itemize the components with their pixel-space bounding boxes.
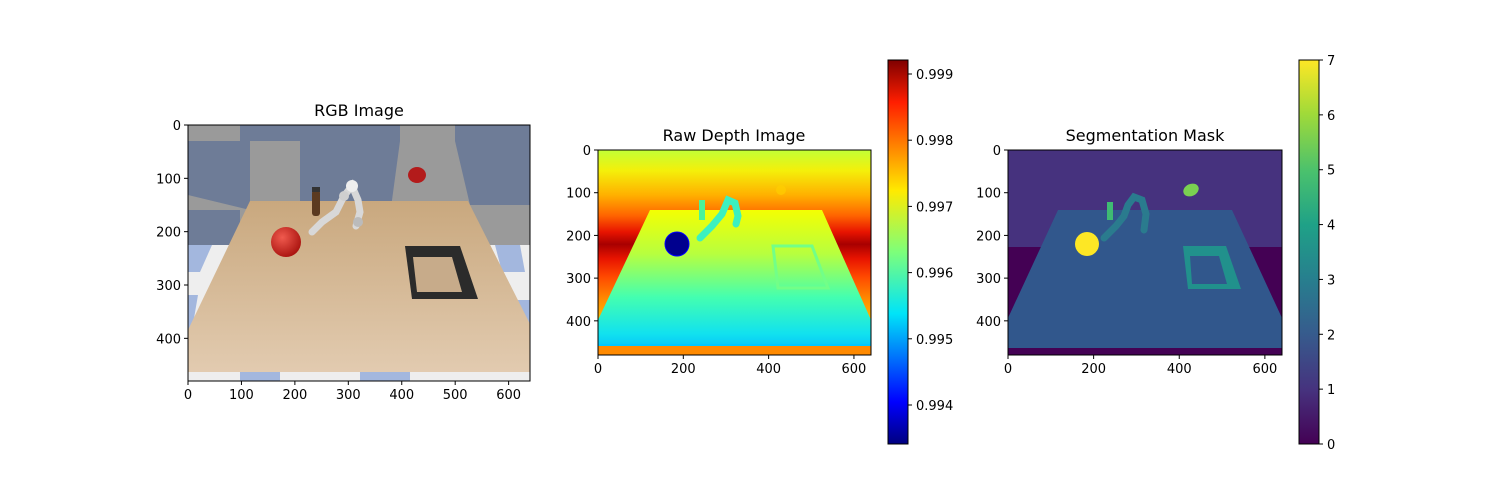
rgb-y-tick-label: 300	[156, 279, 181, 294]
depth-image	[598, 150, 871, 355]
rgb-axes-frame	[187, 124, 531, 382]
depth-colorbar	[887, 59, 909, 445]
segmentation-y-tick-label: 200	[976, 229, 1001, 244]
rgb-y-ticks: 0 100 200 300 400	[156, 119, 188, 347]
depth-colorbar-tick-label: 0.996	[916, 267, 953, 282]
segmentation-title: Segmentation Mask	[1066, 126, 1225, 145]
depth-x-tick-label: 0	[594, 362, 602, 377]
rgb-x-tick-label: 100	[229, 388, 254, 403]
depth-axes-frame	[597, 149, 872, 356]
segmentation-x-tick-label: 200	[1081, 362, 1106, 377]
depth-x-tick-label: 200	[671, 362, 696, 377]
segmentation-colorbar-tick-label: 4	[1327, 219, 1335, 234]
rgb-x-ticks: 0 100 200 300 400 500 600	[184, 381, 521, 403]
segmentation-y-tick-label: 300	[976, 272, 1001, 287]
rgb-y-tick-label: 100	[156, 172, 181, 187]
depth-x-tick-label: 600	[842, 362, 867, 377]
rgb-y-tick-label: 0	[173, 119, 181, 134]
segmentation-panel: Segmentation Mask 0 200 400 600 0 100 200 300 4…	[976, 54, 1335, 453]
segmentation-x-tick-label: 400	[1167, 362, 1192, 377]
segmentation-colorbar-tick-label: 7	[1327, 54, 1335, 69]
depth-colorbar-tick-label: 0.999	[916, 68, 953, 83]
depth-colorbar-ticks: 0.999 0.998 0.997 0.996 0.995 0.994	[908, 68, 953, 414]
segmentation-colorbar-tick-label: 0	[1327, 438, 1335, 453]
segmentation-colorbar-tick-label: 6	[1327, 109, 1335, 124]
segmentation-x-tick-label: 600	[1252, 362, 1277, 377]
rgb-x-tick-label: 200	[282, 388, 307, 403]
depth-colorbar-tick-label: 0.997	[916, 200, 953, 215]
depth-x-ticks: 0 200 400 600	[594, 355, 866, 377]
segmentation-x-ticks: 0 200 400 600	[1004, 355, 1277, 377]
rgb-y-tick-label: 200	[156, 226, 181, 241]
segmentation-y-tick-label: 400	[976, 315, 1001, 330]
segmentation-colorbar-tick-label: 2	[1327, 328, 1335, 343]
rgb-x-tick-label: 300	[336, 388, 361, 403]
depth-y-tick-label: 100	[566, 187, 591, 202]
segmentation-axes-frame	[1007, 149, 1283, 356]
segmentation-colorbar-tick-label: 3	[1327, 273, 1335, 288]
segmentation-colorbar-tick-label: 5	[1327, 164, 1335, 179]
segmentation-colorbar-ticks: 0 1 2 3 4 5 6 7	[1319, 54, 1335, 453]
segmentation-image	[1008, 150, 1282, 355]
depth-colorbar-tick-label: 0.994	[916, 399, 953, 414]
depth-colorbar-tick-label: 0.995	[916, 333, 953, 348]
segmentation-y-ticks: 0 100 200 300 400	[976, 144, 1008, 330]
depth-y-tick-label: 300	[566, 272, 591, 287]
segmentation-y-tick-label: 0	[993, 144, 1001, 159]
depth-y-ticks: 0 100 200 300 400	[566, 144, 598, 330]
depth-x-tick-label: 400	[756, 362, 781, 377]
depth-colorbar-tick-label: 0.998	[916, 134, 953, 149]
segmentation-colorbar-tick-label: 1	[1327, 383, 1335, 398]
segmentation-x-tick-label: 0	[1004, 362, 1012, 377]
depth-title: Raw Depth Image	[663, 126, 806, 145]
rgb-image	[188, 125, 530, 381]
rgb-image-panel: RGB Image	[156, 101, 531, 403]
depth-y-tick-label: 200	[566, 229, 591, 244]
segmentation-y-tick-label: 100	[976, 187, 1001, 202]
segmentation-colorbar	[1298, 59, 1320, 445]
depth-y-tick-label: 400	[566, 315, 591, 330]
rgb-x-tick-label: 0	[184, 388, 192, 403]
rgb-x-tick-label: 400	[389, 388, 414, 403]
rgb-y-tick-label: 400	[156, 332, 181, 347]
depth-image-panel: Raw Depth Image 0 200 400 600 0 100 200 300 400…	[566, 59, 953, 445]
rgb-x-tick-label: 500	[443, 388, 468, 403]
depth-y-tick-label: 0	[583, 144, 591, 159]
rgb-x-tick-label: 600	[496, 388, 521, 403]
rgb-title: RGB Image	[314, 101, 404, 120]
